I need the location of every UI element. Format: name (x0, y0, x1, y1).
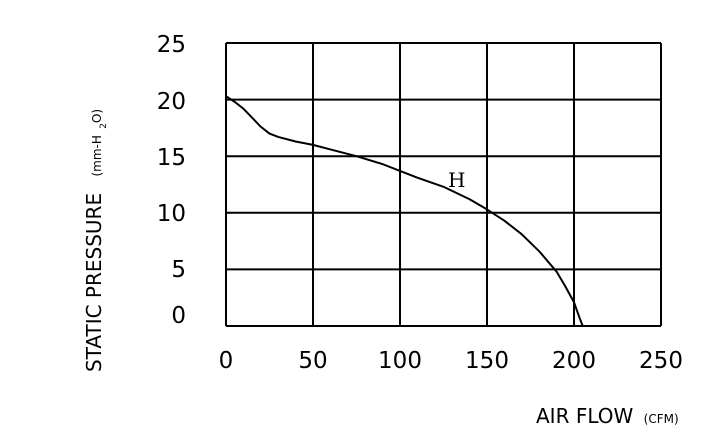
y-tick-label: 20 (157, 89, 186, 115)
x-tick-label: 150 (465, 348, 509, 374)
y-tick-label: 25 (157, 32, 186, 58)
y-axis-title: STATIC PRESSURE (mm-H 2O) (82, 109, 109, 372)
svg-text:AIR FLOW (CFM): AIR FLOW (CFM) (536, 404, 679, 428)
series-line-h (225, 95, 584, 327)
x-axis-unit: (CFM) (644, 412, 679, 426)
series-label-h: H (448, 168, 465, 192)
x-tick-label: 100 (378, 348, 422, 374)
grid (225, 42, 662, 327)
x-tick-label: 50 (298, 348, 327, 374)
x-tick-label: 0 (219, 348, 234, 374)
y-tick-label: 10 (157, 201, 186, 227)
y-tick-label: 5 (171, 257, 186, 283)
x-axis-title: AIR FLOW (CFM) (536, 404, 679, 428)
y-tick-labels: 0 5 10 15 20 25 (157, 32, 186, 329)
x-tick-label: 250 (639, 348, 683, 374)
y-tick-label: 15 (157, 145, 186, 171)
y-axis-unit: (mm-H (90, 135, 104, 176)
x-axis-label: AIR FLOW (536, 404, 634, 428)
x-tick-labels: 0 50 100 150 200 250 (219, 348, 683, 374)
y-axis-label: STATIC PRESSURE (82, 193, 106, 372)
x-tick-label: 200 (552, 348, 596, 374)
svg-text:STATIC PRESSURE (mm-H: STATIC PRESSURE (mm-H 2O) (82, 109, 109, 372)
y-tick-label: 0 (171, 303, 186, 329)
